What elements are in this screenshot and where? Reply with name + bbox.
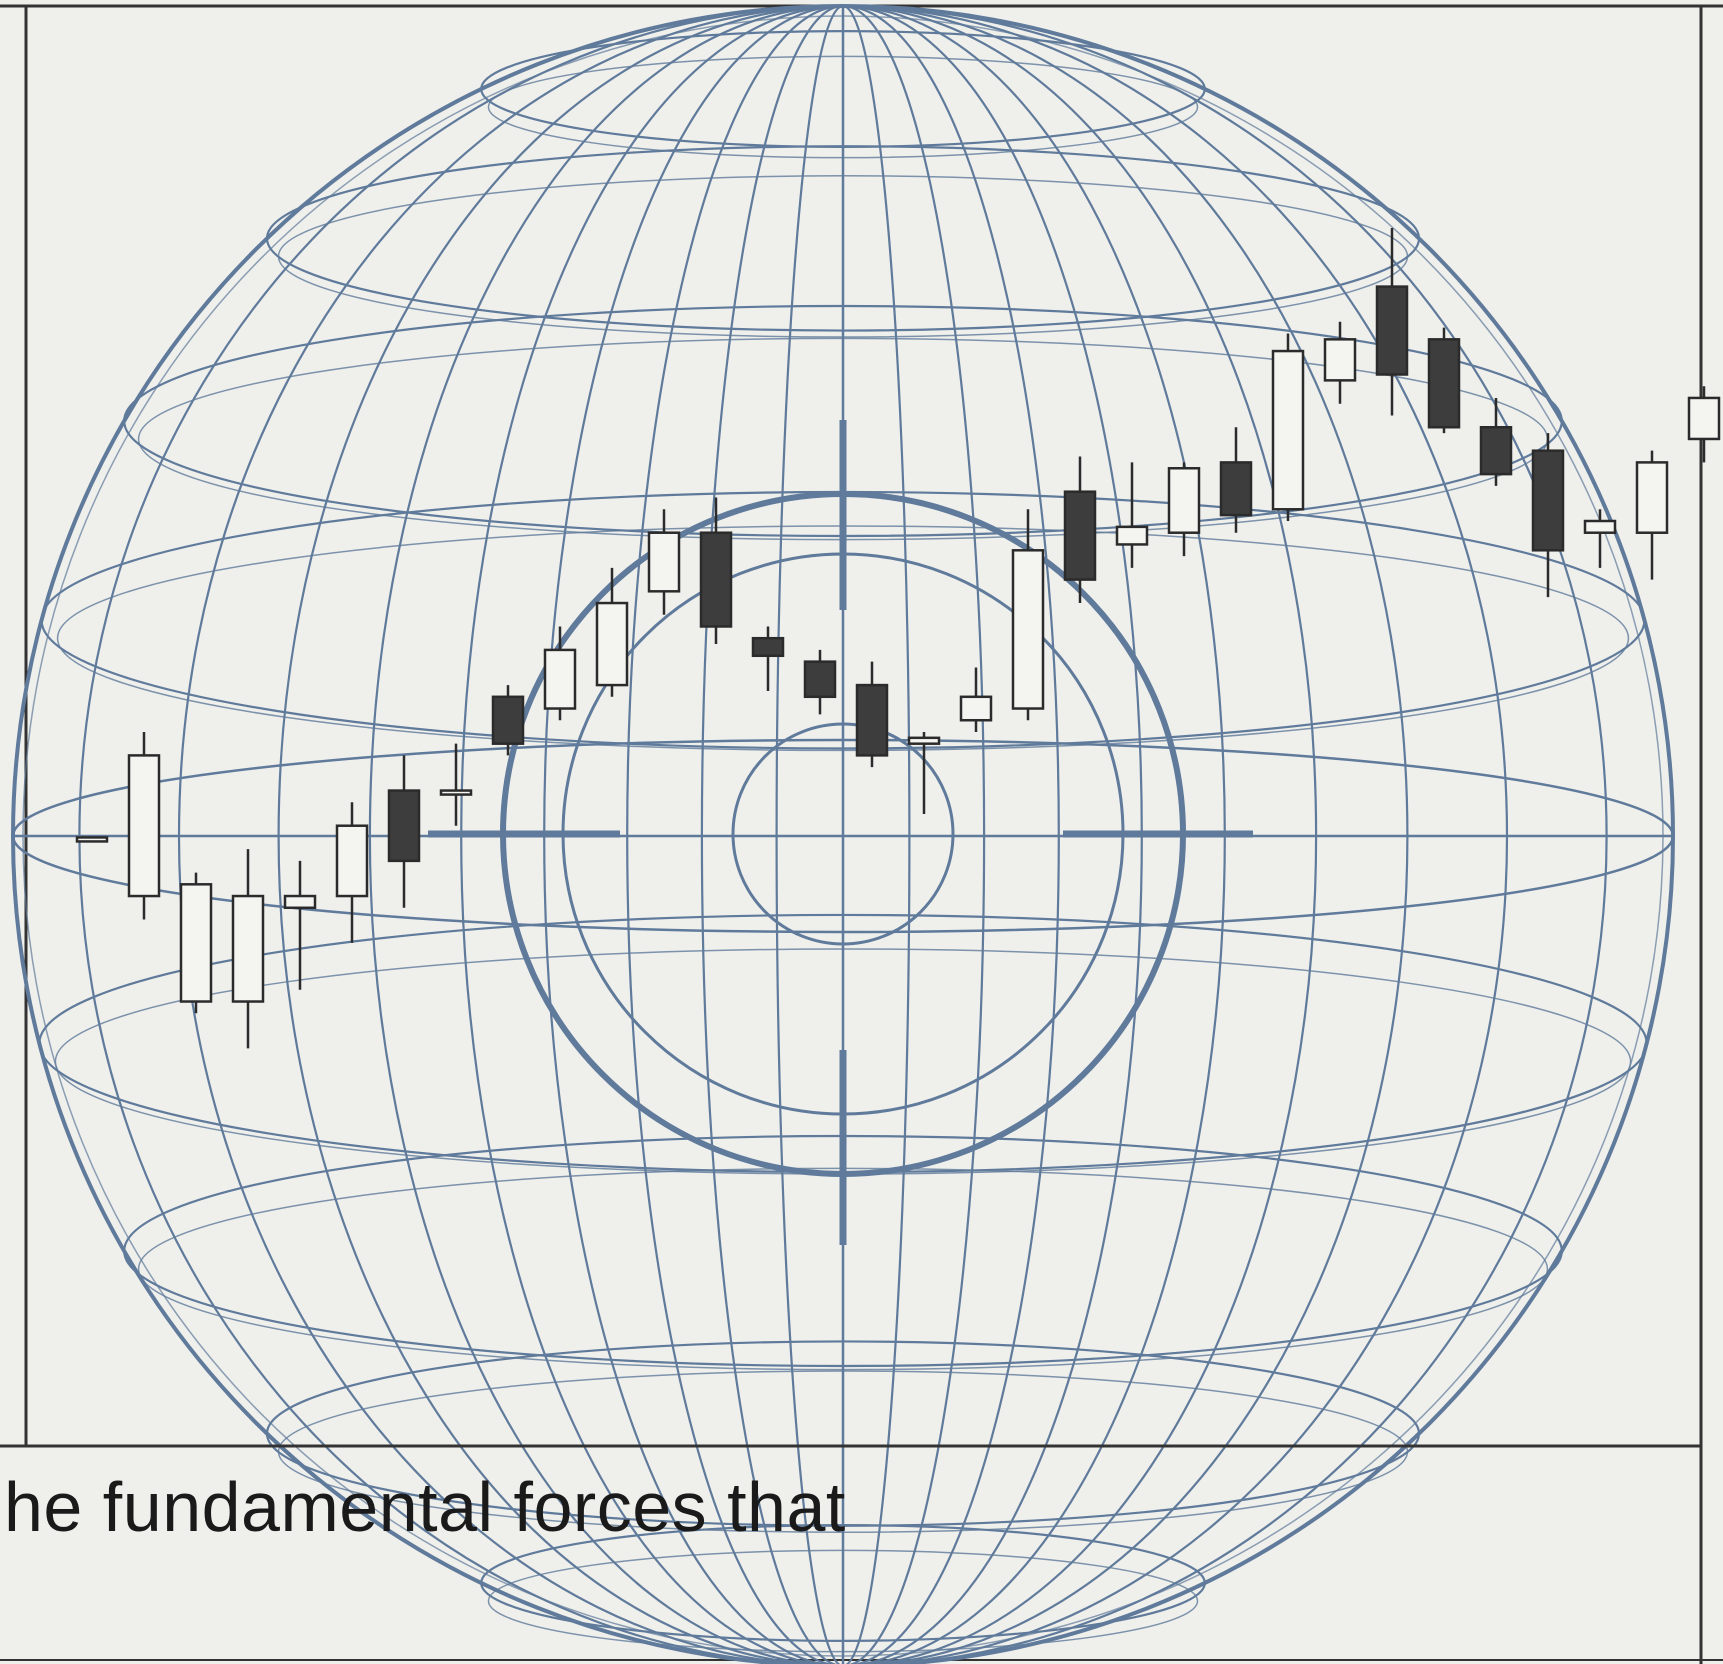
candle-body-up bbox=[231, 894, 265, 1003]
candle-body-up bbox=[1635, 461, 1669, 534]
candle-body-up bbox=[1115, 525, 1149, 546]
candle-body-up bbox=[283, 894, 317, 910]
globe-parallel-secondary bbox=[487, 1549, 1199, 1653]
globe-parallel bbox=[480, 1524, 1206, 1642]
candle-body-up bbox=[1271, 349, 1305, 511]
candle-body-down bbox=[1531, 449, 1565, 552]
candle-body-up bbox=[595, 601, 629, 687]
candle-body-down bbox=[803, 660, 837, 699]
candle-body-down bbox=[1219, 461, 1253, 517]
candle-body-up bbox=[1687, 396, 1721, 441]
candle-body-down bbox=[855, 683, 889, 757]
candle-body-up bbox=[1323, 338, 1357, 382]
candle-body-up bbox=[127, 754, 161, 898]
candle-body-up bbox=[1167, 467, 1201, 534]
candle-body-down bbox=[1375, 285, 1409, 376]
candle-body-up bbox=[1011, 549, 1045, 710]
globe-parallel-secondary bbox=[277, 1370, 1409, 1533]
candle-body-down bbox=[1479, 425, 1513, 476]
candle-body-up bbox=[1583, 519, 1617, 534]
globe-parallel bbox=[265, 145, 1421, 332]
candle-body-up bbox=[647, 531, 681, 593]
candle-body-down bbox=[699, 531, 733, 628]
candle-body-down bbox=[387, 789, 421, 863]
target-reticle bbox=[428, 420, 1253, 1245]
candle-body-down bbox=[491, 695, 525, 745]
candle-body-up bbox=[335, 824, 369, 898]
candle-body-up bbox=[179, 883, 213, 1003]
candle-body-down bbox=[1427, 338, 1461, 429]
candle-body-up bbox=[439, 789, 473, 796]
candle-body-down bbox=[1063, 490, 1097, 581]
candle-body-down bbox=[751, 636, 785, 658]
candlestick-series bbox=[75, 228, 1721, 1049]
candle-body-up bbox=[959, 695, 993, 722]
globe-parallel-secondary bbox=[277, 175, 1409, 338]
caption-text: he fundamental forces that bbox=[4, 1468, 846, 1546]
candle-body-up bbox=[543, 648, 577, 710]
target-ring-inner bbox=[731, 722, 955, 946]
candle-body-up bbox=[75, 836, 109, 843]
candle-body-up bbox=[907, 736, 941, 745]
globe-parallel-secondary bbox=[487, 55, 1199, 159]
